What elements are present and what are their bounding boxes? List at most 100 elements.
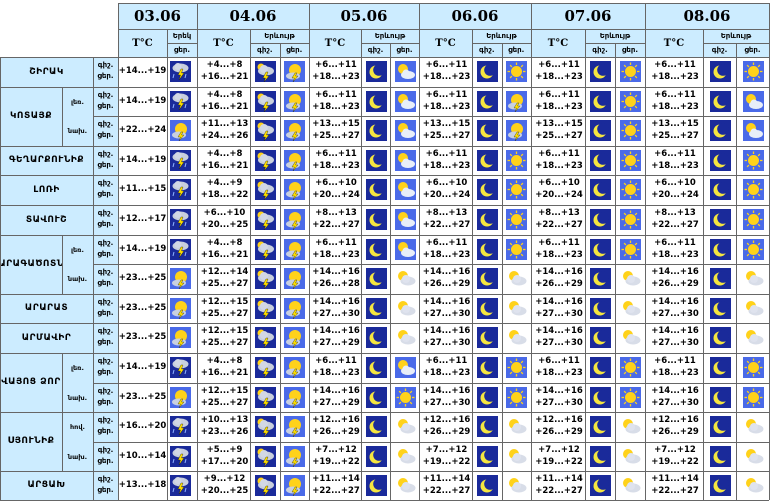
sun-storm-icon [284, 357, 305, 378]
cloud-sun-icon [506, 416, 527, 437]
moon-icon [590, 416, 611, 437]
sun-cloud-icon [395, 209, 416, 230]
region-name: ՍՅՈՒՆԻՔ [7, 436, 55, 446]
grid-line [531, 3, 532, 500]
day-temp: +16...+21 [200, 368, 249, 378]
grid-line [309, 3, 310, 500]
night-temp: +11...+14 [312, 474, 360, 484]
phenomenon-header: Երևույթ [599, 32, 631, 40]
storm-icon [170, 475, 191, 496]
night-temp: +6...+11 [654, 90, 696, 100]
moon-icon [366, 179, 387, 200]
cloud-sun-icon [506, 475, 527, 496]
sun-icon [506, 179, 527, 200]
night-temp: +6...+10 [203, 208, 246, 218]
sun-icon [743, 61, 764, 82]
day-row-label: ցեր. [97, 309, 114, 317]
night-temp: +14...+16 [535, 267, 583, 277]
sun-storm-icon [170, 268, 191, 289]
day-temp: +16...+21 [200, 161, 249, 171]
night-temp: +14...+16 [535, 326, 583, 336]
cloud-storm-icon [255, 209, 276, 230]
day-temp: +18...+23 [422, 368, 471, 378]
sun-storm-icon [284, 446, 305, 467]
sun-icon [620, 179, 641, 200]
moon-icon [366, 475, 387, 496]
day-temp: +18...+23 [535, 161, 583, 171]
storm-icon [170, 446, 191, 467]
day-temp: +24...+26 [200, 131, 249, 141]
night-temp: +14...+16 [651, 267, 699, 277]
moon-icon [366, 209, 387, 230]
moon-icon [477, 357, 498, 378]
day-temp: +23...+25 [118, 392, 167, 402]
night-temp: +14...+16 [422, 297, 471, 307]
sun-storm-icon [506, 120, 527, 141]
sun-storm-icon [284, 268, 305, 289]
day-temp: +20...+24 [535, 190, 583, 200]
day-temp: +27...+30 [422, 338, 471, 348]
night-temp: +6...+11 [654, 60, 696, 70]
night-row-label: գիշ. [97, 150, 114, 158]
sun-cloud-icon [743, 120, 764, 141]
day-temp: +20...+25 [200, 220, 249, 230]
grid-line [736, 43, 737, 500]
night-temp: +8...+13 [425, 208, 468, 218]
phenomenon-header: Երևույթ [720, 32, 752, 40]
region-name: ԳԵՂԱՐՔՈՒՆԻՔ [8, 155, 85, 165]
day-row-label: ցեր. [97, 427, 114, 435]
sun-icon [620, 239, 641, 260]
day-temp: +23...+25 [118, 332, 167, 342]
cloud-sun-icon [395, 298, 416, 319]
day-temp: +20...+24 [312, 190, 360, 200]
night-temp: +14...+16 [422, 326, 471, 336]
night-subheader: գիշ. [479, 46, 495, 54]
grid-line [62, 235, 63, 294]
day-temp: +20...+24 [651, 190, 699, 200]
subregion-label: նախ. [67, 127, 88, 135]
day-row-label: ցեր. [97, 279, 114, 287]
night-temp: +14...+16 [312, 326, 360, 336]
cloud-sun-icon [395, 268, 416, 289]
sun-cloud-icon [395, 150, 416, 171]
day-temp: +26...+29 [535, 427, 583, 437]
grid-line [502, 43, 503, 500]
night-temp: +6...+11 [315, 149, 357, 159]
day-temp: +18...+23 [312, 250, 360, 260]
grid-line [703, 29, 704, 500]
moon-icon [590, 61, 611, 82]
subregion-label: նախ. [67, 393, 88, 402]
moon-icon [590, 327, 611, 348]
grid-line [419, 3, 420, 500]
day-temp: +27...+30 [312, 309, 360, 319]
storm-icon [170, 91, 191, 112]
moon-icon [477, 179, 498, 200]
moon-icon [477, 268, 498, 289]
night-row-label: գիշ. [97, 475, 114, 483]
moon-icon [366, 357, 387, 378]
night-temp: +6...+11 [425, 238, 468, 248]
grid-line [703, 43, 769, 44]
cloud-sun-icon [506, 268, 527, 289]
day-row-label: ցեր. [97, 457, 114, 465]
night-temp: +11...+14 [651, 474, 699, 484]
moon-icon [710, 387, 731, 408]
day-temp: +25...+27 [200, 309, 249, 319]
night-temp: +14...+16 [312, 297, 360, 307]
grid-line [118, 3, 769, 4]
day-temp: +18...+23 [422, 72, 471, 82]
day-temp: +18...+23 [422, 161, 471, 171]
day-temp: +22...+27 [651, 220, 699, 230]
sun-storm-icon [170, 120, 191, 141]
temp-header: T°C [132, 37, 153, 49]
day-header-06-06: 06.06 [451, 7, 499, 25]
sun-storm-icon [284, 120, 305, 141]
night-temp: +14...+16 [535, 297, 583, 307]
day-temp: +27...+30 [535, 398, 583, 408]
grid-line [118, 29, 769, 30]
day-temp: +18...+23 [651, 72, 699, 82]
moon-icon [710, 475, 731, 496]
night-temp: +13...+15 [651, 119, 699, 129]
day-temp: +18...+23 [651, 102, 699, 112]
storm-icon [170, 416, 191, 437]
